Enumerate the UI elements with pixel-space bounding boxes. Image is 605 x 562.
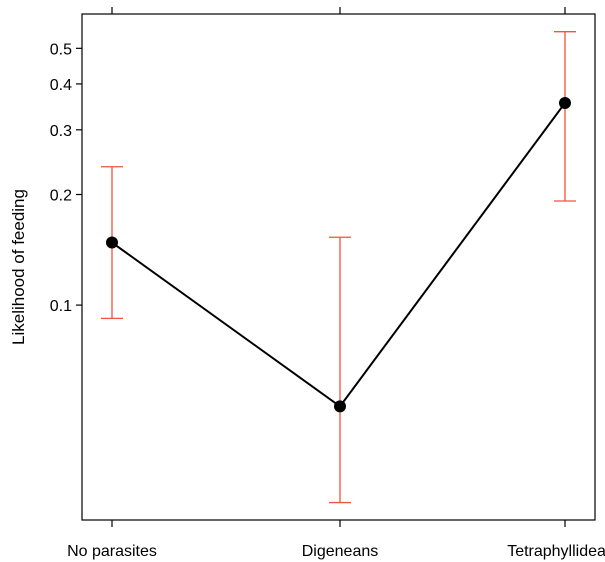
x-tick-label: No parasites [67,543,157,560]
y-tick-label: 0.5 [50,41,72,58]
y-tick-label: 0.3 [50,123,72,140]
x-tick-label: Tetraphyllideans [507,543,605,560]
y-tick-label: 0.2 [50,188,72,205]
y-tick-label: 0.1 [50,298,72,315]
top-axis-ticks [111,7,566,14]
plot-frame [81,13,596,521]
error-bar [329,236,351,504]
x-axis: No parasites Digeneans Tetraphyllideans [67,520,605,560]
y-axis-title: Likelihood of feeding [9,189,28,345]
y-axis: 0.1 0.2 0.3 0.4 0.5 [50,41,82,315]
error-bars [101,31,576,504]
y-tick-label: 0.4 [50,77,72,94]
error-bar [554,31,576,202]
data-point [106,236,118,249]
data-point [334,400,346,413]
series-line [111,102,566,408]
x-tick-label: Digeneans [302,543,379,560]
data-point [559,96,571,109]
data-points [106,96,571,413]
